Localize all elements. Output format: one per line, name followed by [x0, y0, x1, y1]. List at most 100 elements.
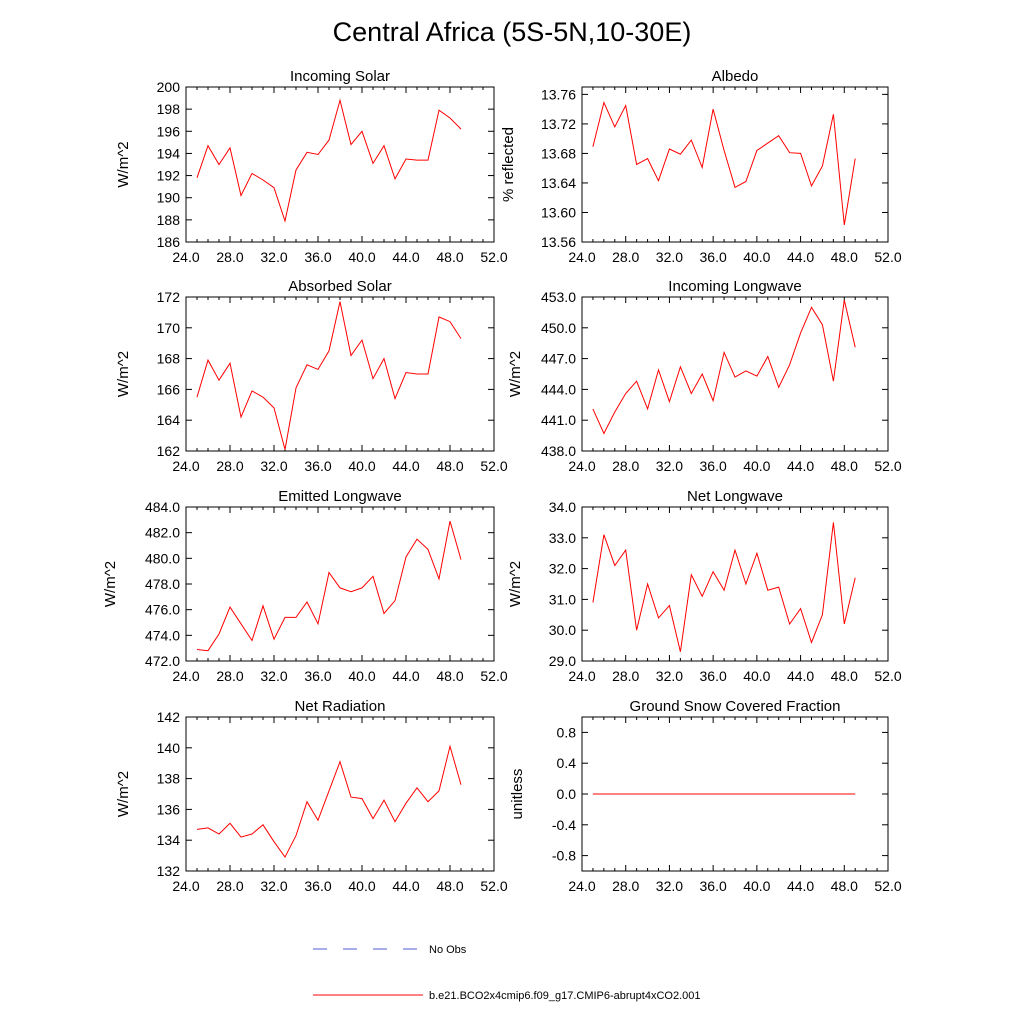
x-tick-label-net-radiation: 48.0	[436, 878, 463, 894]
y-axis-label-emitted-longwave: W/m^2	[102, 561, 119, 607]
y-tick-label-emitted-longwave: 480.0	[145, 550, 180, 566]
y-tick-label-absorbed-solar: 162	[157, 443, 181, 459]
chart-panel-net-longwave: 24.0 28.0 32.0 36.0 40.0 44.0 48.0 52.0 29.0 30.0…	[507, 488, 902, 684]
x-tick-label-albedo: 36.0	[700, 249, 727, 265]
x-tick-label-incoming-longwave: 52.0	[874, 458, 901, 474]
x-tick-label-incoming-solar: 28.0	[216, 249, 243, 265]
chart-panel-incoming-longwave: 24.0 28.0 32.0 36.0 40.0 44.0 48.0 52.0 438.0 441…	[507, 278, 902, 474]
y-tick-label-incoming-longwave: 444.0	[541, 381, 576, 397]
y-tick-label-incoming-solar: 190	[157, 190, 181, 206]
y-tick-label-net-radiation: 132	[157, 863, 181, 879]
y-tick-label-ground-snow-covered-fraction: 0.8	[557, 724, 577, 740]
chart-title-albedo: Albedo	[712, 68, 759, 85]
x-tick-label-incoming-solar: 44.0	[392, 249, 419, 265]
legend: No Obs b.e21.BCO2x4cmip6.f09_g17.CMIP6-a…	[313, 944, 701, 1002]
x-tick-label-emitted-longwave: 36.0	[304, 668, 331, 684]
x-tick-label-absorbed-solar: 44.0	[392, 458, 419, 474]
y-tick-label-emitted-longwave: 482.0	[145, 525, 180, 541]
x-tick-label-absorbed-solar: 36.0	[304, 458, 331, 474]
y-tick-label-incoming-solar: 194	[157, 145, 181, 161]
x-tick-label-emitted-longwave: 40.0	[348, 668, 375, 684]
y-tick-label-net-radiation: 136	[157, 801, 181, 817]
chart-title-ground-snow-covered-fraction: Ground Snow Covered Fraction	[630, 698, 841, 715]
y-tick-label-net-longwave: 29.0	[549, 653, 576, 669]
y-tick-label-incoming-solar: 200	[157, 79, 181, 95]
x-tick-label-incoming-longwave: 36.0	[700, 458, 727, 474]
x-tick-label-incoming-solar: 24.0	[172, 249, 199, 265]
y-tick-label-incoming-longwave: 447.0	[541, 351, 576, 367]
x-tick-label-net-radiation: 32.0	[260, 878, 287, 894]
y-axis-label-absorbed-solar: W/m^2	[115, 351, 132, 397]
x-tick-label-albedo: 44.0	[787, 249, 814, 265]
y-tick-label-ground-snow-covered-fraction: 0.0	[557, 786, 577, 802]
chart-panel-incoming-solar: 24.0 28.0 32.0 36.0 40.0 44.0 48.0 52.0 186 188 19…	[115, 68, 508, 265]
x-tick-label-net-radiation: 44.0	[392, 878, 419, 894]
chart-panels: 24.0 28.0 32.0 36.0 40.0 44.0 48.0 52.0 186 188 19…	[102, 68, 902, 894]
y-axis-label-albedo: % reflected	[500, 127, 517, 202]
series-line-incoming-longwave	[592, 299, 856, 435]
y-tick-label-incoming-longwave: 441.0	[541, 412, 576, 428]
x-tick-label-net-longwave: 32.0	[656, 668, 683, 684]
y-tick-label-absorbed-solar: 168	[157, 351, 181, 367]
x-tick-label-incoming-longwave: 32.0	[656, 458, 683, 474]
x-tick-label-ground-snow-covered-fraction: 40.0	[743, 878, 770, 894]
x-tick-label-absorbed-solar: 32.0	[260, 458, 287, 474]
y-tick-label-emitted-longwave: 478.0	[145, 576, 180, 592]
y-tick-label-emitted-longwave: 476.0	[145, 602, 180, 618]
y-tick-label-incoming-solar: 198	[157, 101, 181, 117]
y-tick-label-absorbed-solar: 164	[157, 412, 181, 428]
x-tick-label-emitted-longwave: 44.0	[392, 668, 419, 684]
chart-title-emitted-longwave: Emitted Longwave	[278, 488, 401, 505]
chart-panel-absorbed-solar: 24.0 28.0 32.0 36.0 40.0 44.0 48.0 52.0 162 164 16…	[115, 278, 508, 474]
y-axis-label-incoming-longwave: W/m^2	[507, 351, 524, 397]
x-tick-label-incoming-solar: 40.0	[348, 249, 375, 265]
y-tick-label-net-radiation: 134	[157, 832, 181, 848]
chart-panel-emitted-longwave: 24.0 28.0 32.0 36.0 40.0 44.0 48.0 52.0 472.0 474…	[102, 488, 508, 684]
y-tick-label-incoming-longwave: 453.0	[541, 289, 576, 305]
x-tick-label-albedo: 28.0	[612, 249, 639, 265]
x-tick-label-net-longwave: 40.0	[743, 668, 770, 684]
series-line-incoming-solar	[196, 98, 462, 223]
x-tick-label-net-longwave: 48.0	[831, 668, 858, 684]
x-tick-label-ground-snow-covered-fraction: 32.0	[656, 878, 683, 894]
y-tick-label-emitted-longwave: 484.0	[145, 499, 180, 515]
x-tick-label-absorbed-solar: 28.0	[216, 458, 243, 474]
y-tick-label-net-longwave: 33.0	[549, 530, 576, 546]
x-tick-label-incoming-longwave: 40.0	[743, 458, 770, 474]
y-tick-label-incoming-solar: 192	[157, 168, 181, 184]
x-tick-label-incoming-solar: 48.0	[436, 249, 463, 265]
chart-panel-ground-snow-covered-fraction: 24.0 28.0 32.0 36.0 40.0 44.0 48.0 52.0 -0.8 -0.4…	[509, 698, 902, 894]
y-tick-label-ground-snow-covered-fraction: -0.4	[552, 817, 576, 833]
x-tick-label-emitted-longwave: 48.0	[436, 668, 463, 684]
x-tick-label-absorbed-solar: 24.0	[172, 458, 199, 474]
x-tick-label-net-radiation: 36.0	[304, 878, 331, 894]
x-tick-label-absorbed-solar: 48.0	[436, 458, 463, 474]
series-line-albedo	[592, 100, 856, 226]
chart-title-incoming-longwave: Incoming Longwave	[668, 278, 801, 295]
x-tick-label-net-longwave: 28.0	[612, 668, 639, 684]
chart-title-absorbed-solar: Absorbed Solar	[288, 278, 391, 295]
y-tick-label-net-radiation: 142	[157, 709, 181, 725]
x-tick-label-albedo: 24.0	[568, 249, 595, 265]
chart-title-net-radiation: Net Radiation	[295, 698, 386, 715]
x-tick-label-albedo: 48.0	[831, 249, 858, 265]
x-tick-label-incoming-longwave: 48.0	[831, 458, 858, 474]
y-tick-label-net-longwave: 31.0	[549, 591, 576, 607]
y-tick-label-emitted-longwave: 474.0	[145, 627, 180, 643]
x-tick-label-net-longwave: 24.0	[568, 668, 595, 684]
y-tick-label-albedo: 13.60	[541, 204, 576, 220]
x-tick-label-net-longwave: 44.0	[787, 668, 814, 684]
x-tick-label-incoming-solar: 32.0	[260, 249, 287, 265]
x-tick-label-net-radiation: 28.0	[216, 878, 243, 894]
x-tick-label-ground-snow-covered-fraction: 36.0	[700, 878, 727, 894]
x-tick-label-ground-snow-covered-fraction: 44.0	[787, 878, 814, 894]
y-tick-label-incoming-longwave: 450.0	[541, 320, 576, 336]
x-tick-label-emitted-longwave: 24.0	[172, 668, 199, 684]
y-tick-label-albedo: 13.68	[541, 145, 576, 161]
chart-title-incoming-solar: Incoming Solar	[290, 68, 390, 85]
y-tick-label-incoming-solar: 196	[157, 123, 181, 139]
x-tick-label-absorbed-solar: 52.0	[480, 458, 507, 474]
x-tick-label-emitted-longwave: 32.0	[260, 668, 287, 684]
x-tick-label-ground-snow-covered-fraction: 52.0	[874, 878, 901, 894]
